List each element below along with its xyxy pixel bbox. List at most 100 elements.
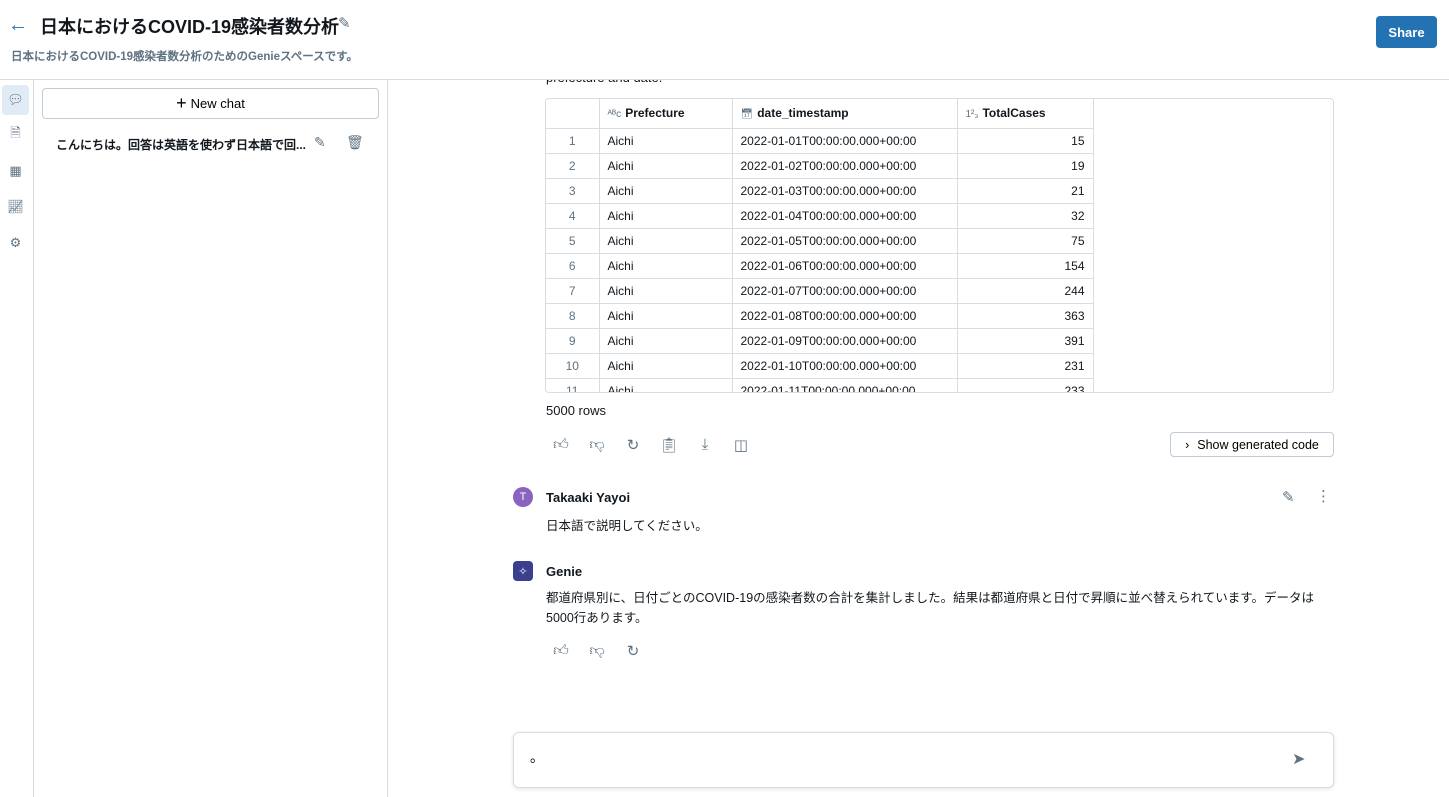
refresh-icon[interactable]: ↻	[626, 437, 640, 454]
results-table: ᴬᴮc Prefecture 📅︎ date_timestamp 1²₃ TotalC…	[545, 98, 1334, 393]
plus-icon: +	[176, 93, 187, 113]
row-count: 5000 rows	[546, 403, 606, 418]
total-cases-cell: 19	[957, 153, 1094, 179]
prefecture-cell: Aichi	[599, 378, 733, 392]
row-index: 1	[546, 128, 600, 154]
string-type-icon: ᴬᴮc	[607, 109, 622, 121]
message-text-partial: prefecture and date.	[546, 70, 663, 85]
user-message-text: 日本語で説明してください。	[546, 519, 708, 533]
row-index: 11	[546, 378, 600, 392]
table-row: 4 Aichi 2022-01-04T00:00:00.000+00:00 32	[546, 203, 1094, 229]
total-cases-cell: 231	[957, 353, 1094, 379]
gear-icon[interactable]: ⚙	[9, 235, 22, 250]
total-cases-cell: 15	[957, 128, 1094, 154]
date-cell: 2022-01-01T00:00:00.000+00:00	[732, 128, 958, 154]
chat-input[interactable]	[530, 749, 1270, 765]
prefecture-cell: Aichi	[599, 303, 733, 329]
more-options-icon[interactable]: ⋮	[1316, 488, 1331, 505]
row-index: 5	[546, 228, 600, 254]
genie-sparkle-icon: ✧	[513, 561, 533, 581]
message-author: Takaaki Yayoi	[546, 490, 631, 505]
table-row: 2 Aichi 2022-01-02T00:00:00.000+00:00 19	[546, 153, 1094, 179]
column-header-date[interactable]: 📅︎ date_timestamp	[732, 99, 958, 129]
total-cases-cell: 75	[957, 228, 1094, 254]
total-cases-cell: 391	[957, 328, 1094, 354]
clipboard-icon[interactable]: 📋︎	[659, 437, 679, 454]
new-chat-label: New chat	[190, 96, 245, 111]
prefecture-cell: Aichi	[599, 128, 733, 154]
date-cell: 2022-01-11T00:00:00.000+00:00	[732, 378, 958, 392]
total-cases-cell: 21	[957, 178, 1094, 204]
expand-panel-icon[interactable]: ◫	[733, 437, 749, 454]
thumbs-up-icon[interactable]: 👍︎	[553, 436, 569, 453]
header: ← 日本におけるCOVID-19感染者数分析 ✎ 日本におけるCOVID-19感…	[0, 0, 1449, 80]
share-button[interactable]: Share	[1376, 16, 1437, 48]
prefecture-cell: Aichi	[599, 353, 733, 379]
chat-input-box: ➤	[513, 732, 1334, 788]
row-index: 6	[546, 253, 600, 279]
row-index: 7	[546, 278, 600, 304]
column-header-prefecture[interactable]: ᴬᴮc Prefecture	[599, 99, 733, 129]
user-avatar: T	[513, 487, 533, 507]
index-header	[546, 99, 600, 129]
row-index: 9	[546, 328, 600, 354]
row-index: 2	[546, 153, 600, 179]
genie-message-text: 都道府県別に、日付ごとのCOVID-19の感染者数の合計を集計しました。結果は都…	[546, 591, 1315, 625]
table-icon[interactable]: ▦	[9, 163, 22, 178]
chat-history-item[interactable]: こんにちは。回答は英語を使わず日本語で回...	[56, 138, 307, 152]
row-index: 4	[546, 203, 600, 229]
chat-sidebar: + New chat こんにちは。回答は英語を使わず日本語で回... ✎ 🗑︎	[34, 80, 388, 797]
table-row: 10 Aichi 2022-01-10T00:00:00.000+00:00 231	[546, 353, 1094, 379]
prefecture-cell: Aichi	[599, 253, 733, 279]
icon-rail: 💬︎ 🗎 ▦ 📈︎ ⚙	[0, 80, 34, 797]
edit-title-pencil-icon[interactable]: ✎	[338, 15, 351, 32]
message-author: Genie	[546, 564, 583, 579]
back-arrow-icon[interactable]: ←	[8, 14, 28, 36]
table-row: 11 Aichi 2022-01-11T00:00:00.000+00:00 233	[546, 378, 1094, 392]
date-cell: 2022-01-08T00:00:00.000+00:00	[732, 303, 958, 329]
thumbs-up-icon[interactable]: 👍︎	[553, 642, 569, 659]
chat-icon[interactable]: 💬︎	[2, 85, 29, 115]
total-cases-cell: 233	[957, 378, 1094, 392]
prefecture-cell: Aichi	[599, 153, 733, 179]
date-cell: 2022-01-10T00:00:00.000+00:00	[732, 353, 958, 379]
new-chat-button[interactable]: + New chat	[42, 88, 379, 119]
pencil-icon[interactable]: ✎	[314, 134, 326, 150]
date-cell: 2022-01-05T00:00:00.000+00:00	[732, 228, 958, 254]
table-row: 5 Aichi 2022-01-05T00:00:00.000+00:00 75	[546, 228, 1094, 254]
thumbs-down-icon[interactable]: 👎︎	[589, 642, 605, 659]
date-cell: 2022-01-07T00:00:00.000+00:00	[732, 278, 958, 304]
prefecture-cell: Aichi	[599, 328, 733, 354]
total-cases-cell: 244	[957, 278, 1094, 304]
chart-icon[interactable]: 📈︎	[7, 199, 24, 214]
prefecture-cell: Aichi	[599, 203, 733, 229]
prefecture-cell: Aichi	[599, 178, 733, 204]
prefecture-cell: Aichi	[599, 228, 733, 254]
date-cell: 2022-01-04T00:00:00.000+00:00	[732, 203, 958, 229]
table-row: 9 Aichi 2022-01-09T00:00:00.000+00:00 391	[546, 328, 1094, 354]
column-header-totalcases[interactable]: 1²₃ TotalCases	[957, 99, 1094, 129]
row-index: 3	[546, 178, 600, 204]
table-row: 7 Aichi 2022-01-07T00:00:00.000+00:00 244	[546, 278, 1094, 304]
document-icon[interactable]: 🗎	[10, 125, 21, 140]
edit-message-pencil-icon[interactable]: ✎	[1282, 489, 1295, 506]
table-row: 6 Aichi 2022-01-06T00:00:00.000+00:00 154	[546, 253, 1094, 279]
row-index: 10	[546, 353, 600, 379]
thumbs-down-icon[interactable]: 👎︎	[589, 436, 605, 453]
send-icon[interactable]: ➤	[1292, 751, 1306, 768]
chevron-right-icon: ›	[1185, 437, 1190, 452]
row-index: 8	[546, 303, 600, 329]
table-row: 3 Aichi 2022-01-03T00:00:00.000+00:00 21	[546, 178, 1094, 204]
refresh-icon[interactable]: ↻	[626, 643, 640, 660]
date-cell: 2022-01-03T00:00:00.000+00:00	[732, 178, 958, 204]
date-cell: 2022-01-06T00:00:00.000+00:00	[732, 253, 958, 279]
download-icon[interactable]: ⤓	[701, 436, 709, 453]
calendar-icon: 📅︎	[740, 109, 754, 121]
page-title: 日本におけるCOVID-19感染者数分析	[40, 17, 340, 37]
total-cases-cell: 32	[957, 203, 1094, 229]
date-cell: 2022-01-09T00:00:00.000+00:00	[732, 328, 958, 354]
trash-icon[interactable]: 🗑︎	[346, 134, 364, 150]
page-subtitle: 日本におけるCOVID-19感染者数分析のためのGenieスペースです。	[11, 51, 358, 63]
show-generated-code-button[interactable]: › Show generated code	[1170, 432, 1334, 457]
date-cell: 2022-01-02T00:00:00.000+00:00	[732, 153, 958, 179]
